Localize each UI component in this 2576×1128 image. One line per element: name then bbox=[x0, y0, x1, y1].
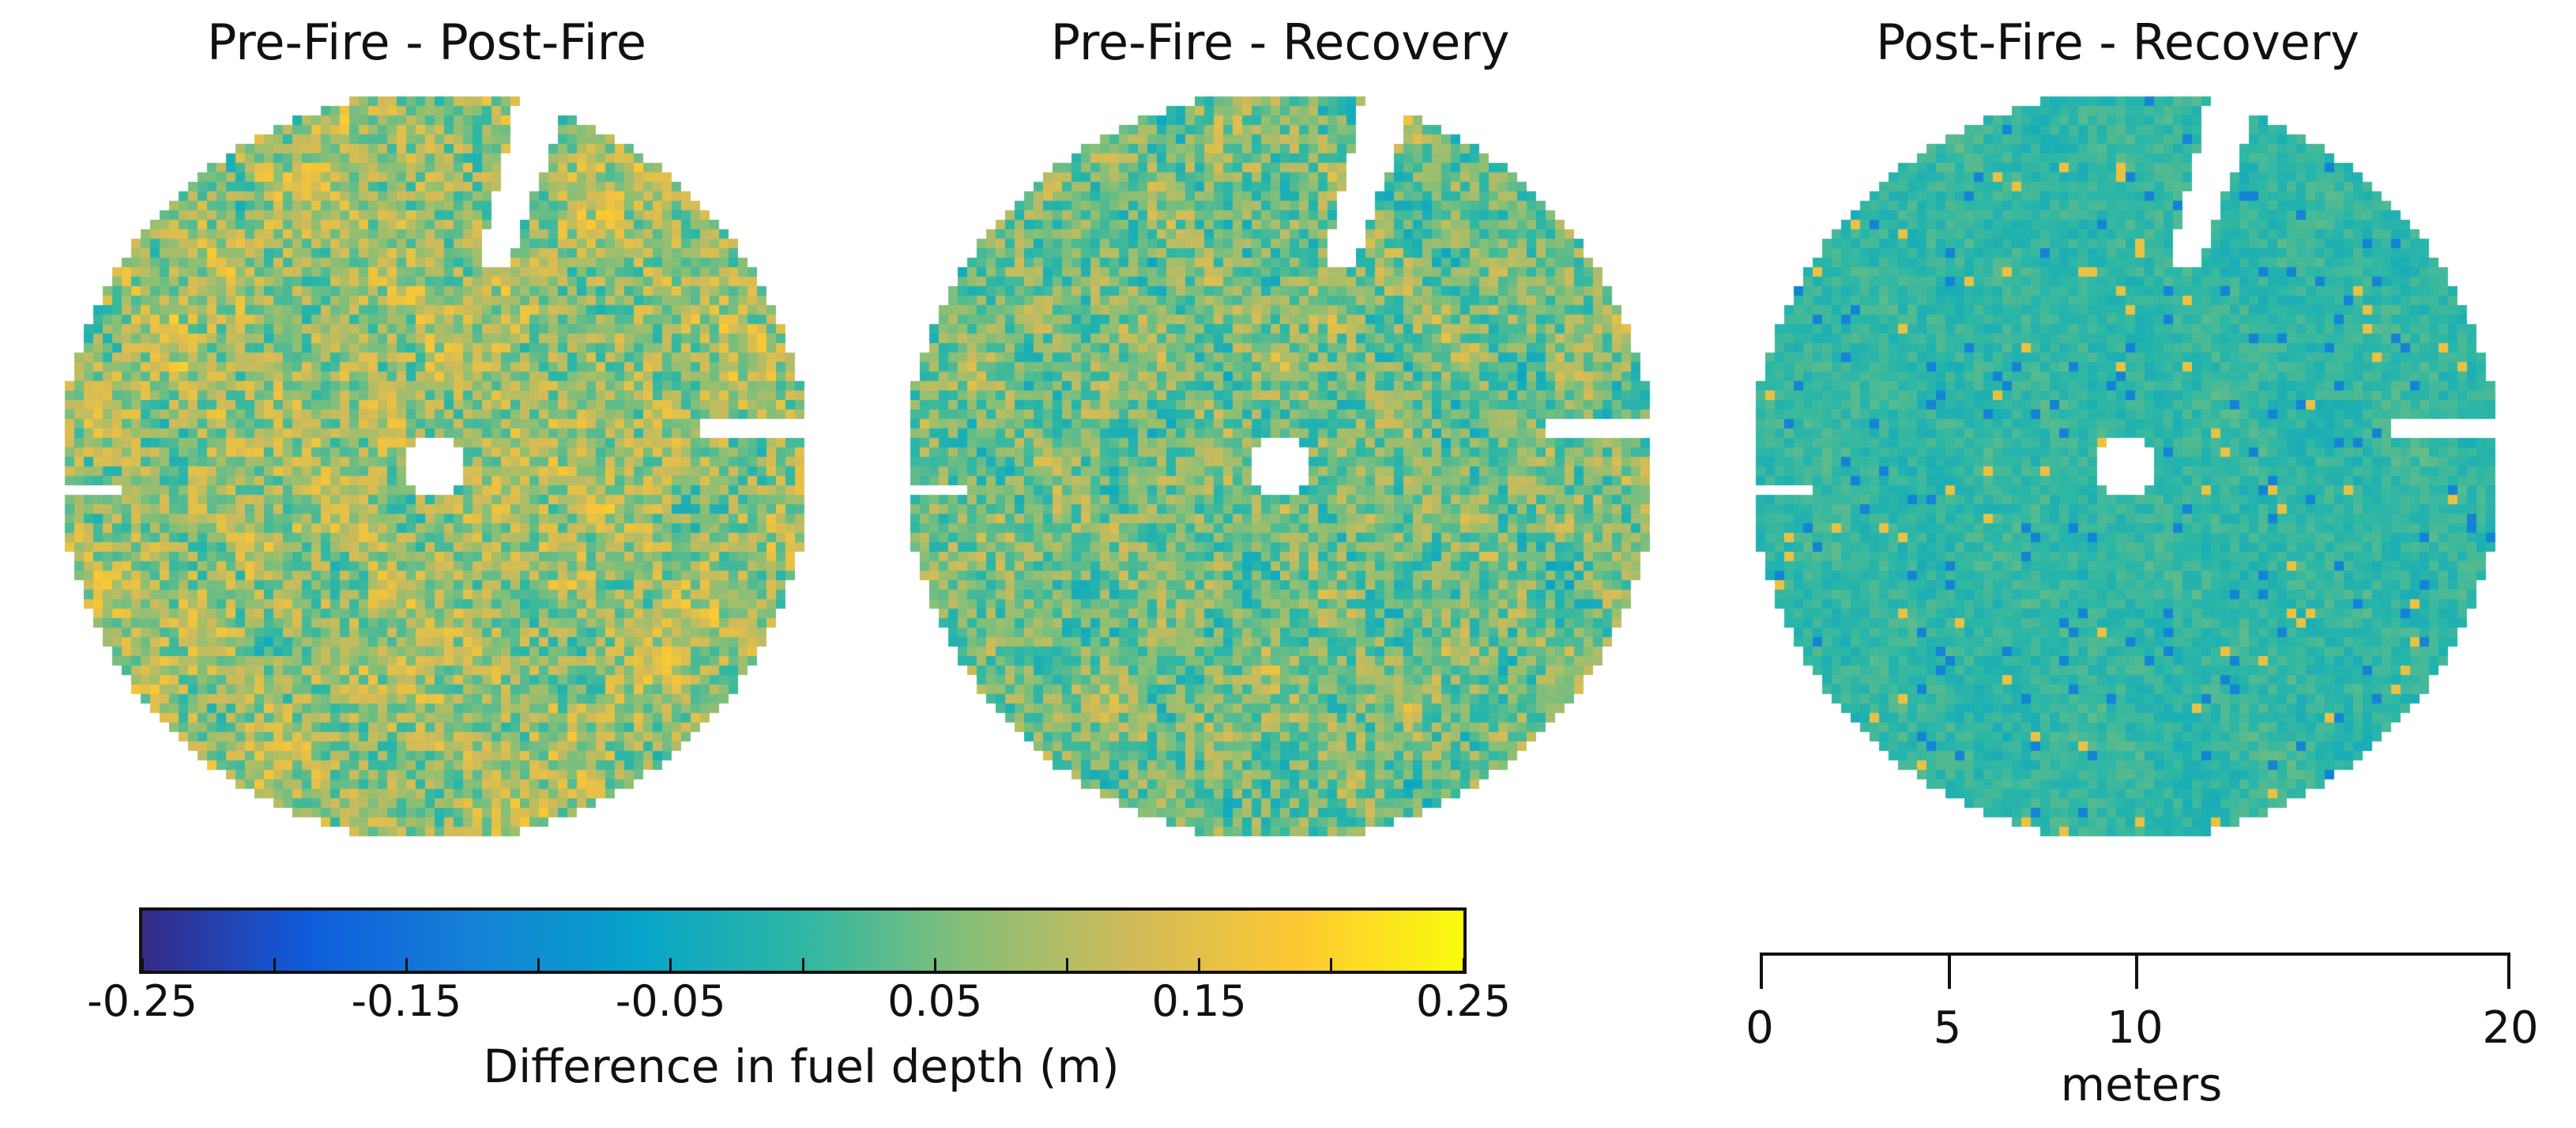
colorbar-tick-label: 0.05 bbox=[887, 976, 983, 1026]
colorbar-tick bbox=[405, 958, 408, 971]
panel-title-prefire-postfire: Pre-Fire - Post-Fire bbox=[206, 13, 647, 71]
scale-bar-tick bbox=[2135, 953, 2138, 989]
scale-bar-tick bbox=[1760, 953, 1763, 989]
colorbar-tick-label: -0.05 bbox=[615, 976, 726, 1026]
heatmap-canvas-prefire-recovery bbox=[901, 87, 1659, 846]
heatmap-prefire-postfire bbox=[55, 87, 814, 846]
scale-bar-tick-label: 10 bbox=[2107, 1002, 2164, 1054]
colorbar-tick bbox=[1198, 958, 1201, 971]
panel-title-postfire-recovery: Post-Fire - Recovery bbox=[1875, 13, 2359, 71]
scale-bar-tick bbox=[2507, 953, 2510, 989]
colorbar-tick-label: 0.15 bbox=[1151, 976, 1247, 1026]
colorbar-tick-label: -0.15 bbox=[351, 976, 462, 1026]
colorbar-tick bbox=[1065, 958, 1068, 971]
scale-bar bbox=[1760, 953, 2510, 1008]
scale-bar-label: meters bbox=[2060, 1058, 2223, 1111]
colorbar-tick bbox=[669, 958, 672, 971]
scale-bar-tick-label: 0 bbox=[1746, 1002, 1774, 1054]
heatmap-canvas-postfire-recovery bbox=[1746, 87, 2505, 846]
heatmap-postfire-recovery bbox=[1746, 87, 2505, 846]
panel-title-prefire-recovery: Pre-Fire - Recovery bbox=[1050, 13, 1510, 71]
scale-bar-tick bbox=[1947, 953, 1951, 989]
heatmap-prefire-recovery bbox=[901, 87, 1659, 846]
colorbar-tick bbox=[273, 958, 276, 971]
colorbar bbox=[139, 907, 1467, 974]
colorbar-tick bbox=[1330, 958, 1333, 971]
colorbar-tick bbox=[537, 958, 540, 971]
scale-bar-tick-label: 5 bbox=[1933, 1002, 1962, 1054]
colorbar-tick-label: 0.25 bbox=[1415, 976, 1512, 1026]
colorbar-label: Difference in fuel depth (m) bbox=[483, 1039, 1120, 1093]
colorbar-tick bbox=[801, 958, 804, 971]
colorbar-tick bbox=[933, 958, 936, 971]
heatmap-canvas-prefire-postfire bbox=[55, 87, 814, 846]
colorbar-tick bbox=[1462, 958, 1465, 971]
scale-bar-tick-label: 20 bbox=[2482, 1002, 2539, 1054]
colorbar-tick-label: -0.25 bbox=[87, 976, 198, 1026]
colorbar-tick bbox=[141, 958, 144, 971]
